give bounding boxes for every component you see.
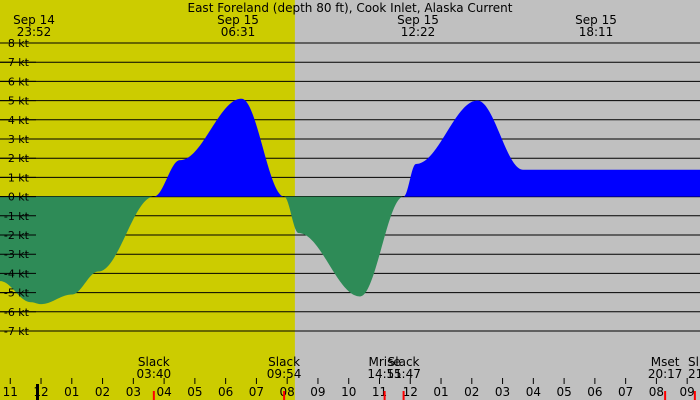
x-tick-label: 12 — [33, 385, 48, 399]
x-tick-label: 05 — [187, 385, 202, 399]
y-axis-labels: 8 kt 7 kt 6 kt 5 kt 4 kt 3 kt 2 kt 1 kt 0 kt -1 k… — [0, 37, 36, 338]
top-event-time: 06:31 — [221, 25, 256, 39]
bottom-event-label: Slack — [268, 355, 300, 369]
x-axis-ticks: 11 12 01 02 03 04 05 06 07 08 09 10 11 12 01 02 03 04 05 06… — [3, 378, 695, 400]
bottom-event-label: Mset — [651, 355, 680, 369]
y-tick-label: -6 kt — [4, 306, 30, 319]
bottom-event-time: 15:47 — [386, 367, 421, 381]
x-tick-label: 10 — [341, 385, 356, 399]
y-tick-label: 1 kt — [8, 171, 30, 184]
y-tick-label: 7 kt — [8, 56, 30, 69]
top-event-time: 23:52 — [17, 25, 52, 39]
event-marker — [383, 391, 386, 400]
x-tick-label: 12 — [403, 385, 418, 399]
x-tick-label: 02 — [464, 385, 479, 399]
top-event-date: Sep 15 — [575, 13, 617, 27]
y-tick-label: 0 kt — [8, 191, 30, 204]
y-tick-label: 4 kt — [8, 114, 30, 127]
event-marker — [152, 391, 155, 400]
x-tick-label: 03 — [126, 385, 141, 399]
event-marker — [283, 391, 286, 400]
bottom-event-time: 14:51 — [367, 367, 402, 381]
bottom-event-label: Slack — [138, 355, 170, 369]
y-tick-label: -7 kt — [4, 325, 30, 338]
event-marker — [664, 391, 667, 400]
y-tick-label: -3 kt — [4, 248, 30, 261]
bottom-event-time: 21 — [688, 367, 700, 381]
x-tick-label: 11 — [372, 385, 387, 399]
x-tick-label: 01 — [64, 385, 79, 399]
flood-area — [0, 98, 700, 197]
x-tick-label: 09 — [680, 385, 695, 399]
chart-title: East Foreland (depth 80 ft), Cook Inlet,… — [188, 1, 513, 15]
bottom-event-time: 09:54 — [267, 367, 302, 381]
top-event-date: Sep 15 — [217, 13, 259, 27]
top-event-date: Sep 14 — [13, 13, 55, 27]
y-tick-label: 8 kt — [8, 37, 30, 50]
bottom-event-label: Slack — [388, 355, 420, 369]
x-tick-label: 07 — [618, 385, 633, 399]
y-tick-label: -2 kt — [4, 229, 30, 242]
x-tick-label: 08 — [280, 385, 295, 399]
x-tick-label: 06 — [218, 385, 233, 399]
x-tick-label: 04 — [156, 385, 171, 399]
top-event-time: 18:11 — [579, 25, 614, 39]
bottom-event-label: Sl — [688, 355, 699, 369]
x-tick-label: 09 — [310, 385, 325, 399]
x-tick-label: 06 — [587, 385, 602, 399]
bottom-event-labels: Slack03:40Slack09:54Mrise14:51Slack15:47… — [137, 355, 700, 400]
bottom-event-label: Mrise — [368, 355, 400, 369]
y-tick-label: -4 kt — [4, 267, 30, 280]
y-tick-label: 2 kt — [8, 152, 30, 165]
x-tick-label: 11 — [3, 385, 18, 399]
y-tick-label: 6 kt — [8, 75, 30, 88]
event-marker — [402, 391, 405, 400]
x-tick-label: 03 — [495, 385, 510, 399]
x-tick-label: 08 — [649, 385, 664, 399]
x-tick-label: 04 — [526, 385, 541, 399]
top-event-time: 12:22 — [401, 25, 436, 39]
y-tick-label: -1 kt — [4, 210, 30, 223]
y-tick-label: 3 kt — [8, 133, 30, 146]
x-tick-label: 01 — [433, 385, 448, 399]
event-marker — [693, 391, 696, 400]
ebb-area — [0, 196, 700, 305]
bottom-event-time: 20:17 — [648, 367, 683, 381]
bottom-event-time: 03:40 — [137, 367, 172, 381]
x-tick-label: 07 — [249, 385, 264, 399]
y-tick-label: -5 kt — [4, 287, 30, 300]
x-tick-label: 02 — [95, 385, 110, 399]
midnight-marker — [36, 384, 39, 400]
y-tick-label: 5 kt — [8, 95, 30, 108]
top-event-date: Sep 15 — [397, 13, 439, 27]
x-tick-label: 05 — [556, 385, 571, 399]
